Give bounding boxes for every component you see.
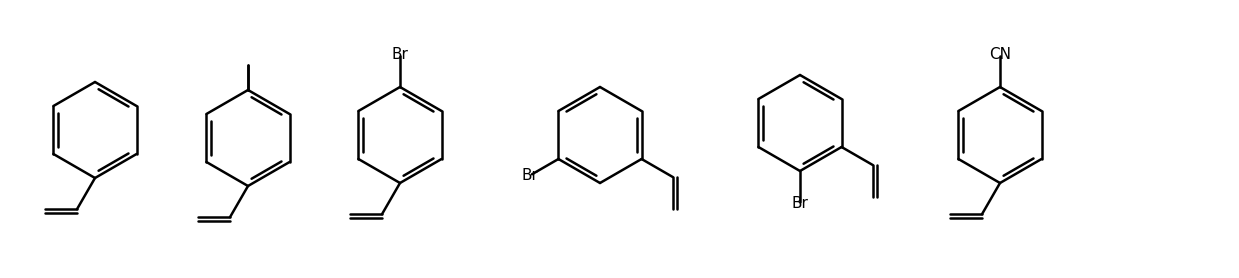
- Text: Br: Br: [392, 47, 409, 62]
- Text: Br: Br: [792, 196, 808, 211]
- Text: CN: CN: [989, 47, 1011, 62]
- Text: Br: Br: [522, 168, 539, 183]
